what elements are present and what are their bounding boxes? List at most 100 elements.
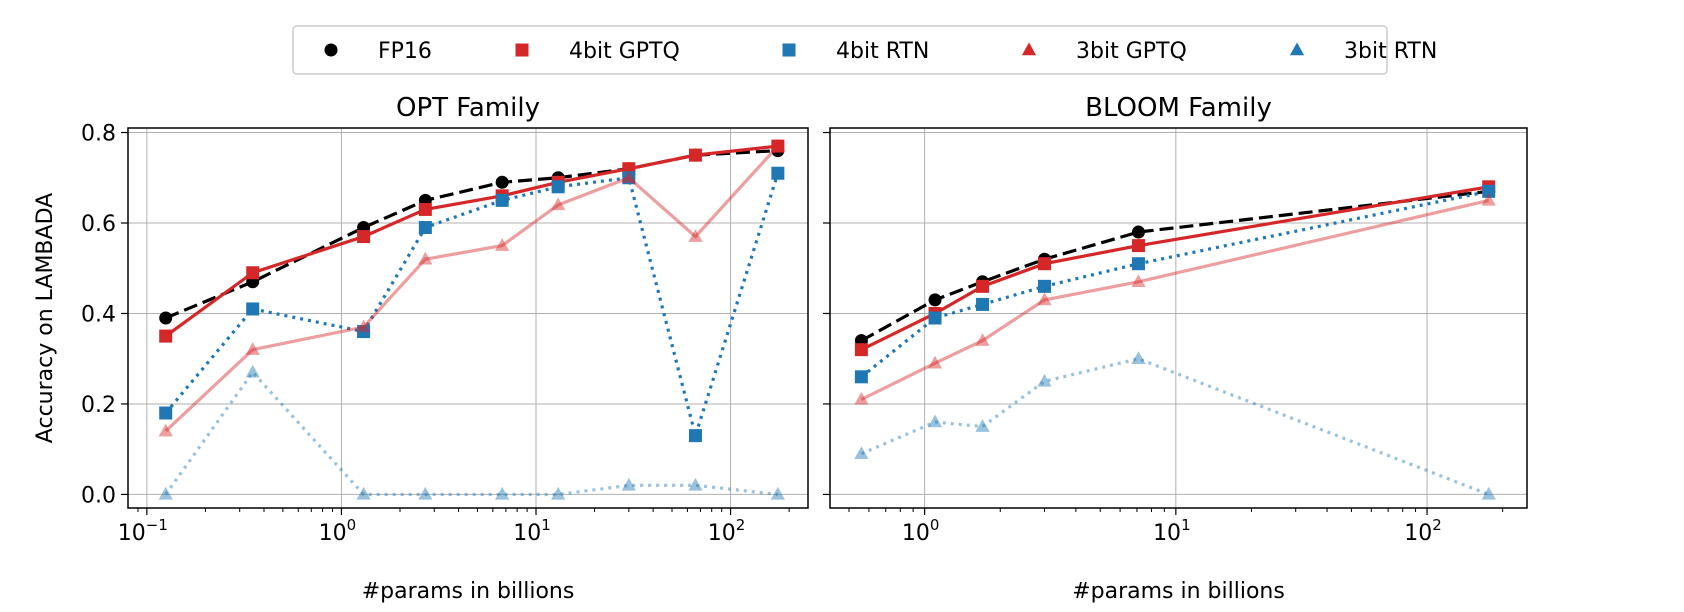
data-point-4bit-rtn bbox=[1037, 279, 1051, 293]
x-tick-label: 100 bbox=[319, 516, 357, 546]
x-tick-label: 102 bbox=[1404, 516, 1442, 546]
data-point-4bit-rtn bbox=[1482, 184, 1496, 198]
legend-marker-4bit-rtn bbox=[782, 43, 796, 57]
x-tick-label: 102 bbox=[708, 516, 746, 546]
data-point-4bit-gptq bbox=[418, 202, 432, 216]
data-point-4bit-rtn bbox=[622, 171, 636, 185]
chart-panel-opt: 10−1 100 101 102 0.0 0.2 0.4 0.6 0.8 OPT Family #p… bbox=[33, 93, 809, 604]
series-fp16 bbox=[854, 184, 1496, 348]
y-tick-label: 0.0 bbox=[81, 483, 116, 508]
legend-entry-4bit-gptq: 4bit GPTQ bbox=[515, 39, 680, 64]
series-line-3bit-rtn bbox=[164, 369, 779, 497]
series-line-4bit-gptq bbox=[860, 185, 1489, 352]
data-point-fp16 bbox=[495, 175, 509, 189]
data-point-4bit-gptq bbox=[771, 139, 785, 153]
data-point-3bit-gptq bbox=[158, 423, 173, 437]
series-4bit-rtn bbox=[854, 184, 1496, 384]
x-tick-label: 100 bbox=[902, 516, 940, 546]
chart-title: OPT Family bbox=[396, 93, 540, 123]
series-4bit-rtn bbox=[159, 166, 785, 443]
data-point-3bit-gptq bbox=[495, 238, 510, 251]
legend-entry-3bit-rtn: 3bit RTN bbox=[1289, 39, 1437, 64]
series-3bit-gptq bbox=[854, 192, 1496, 405]
data-point-3bit-rtn bbox=[551, 486, 566, 500]
y-tick-label: 0.4 bbox=[81, 302, 116, 327]
data-point-3bit-rtn bbox=[1481, 486, 1496, 500]
data-point-3bit-gptq bbox=[418, 251, 433, 265]
data-point-4bit-gptq bbox=[159, 329, 173, 343]
data-point-3bit-rtn bbox=[245, 364, 260, 378]
data-point-3bit-rtn bbox=[1037, 373, 1052, 387]
x-axis-label: #params in billions bbox=[362, 579, 575, 604]
data-point-4bit-gptq bbox=[976, 279, 990, 293]
data-point-3bit-rtn bbox=[975, 419, 990, 432]
legend: FP16 4bit GPTQ 4bit RTN 3bit GPTQ 3bit RTN bbox=[292, 25, 1437, 75]
data-point-4bit-gptq bbox=[688, 148, 702, 162]
data-point-3bit-rtn bbox=[688, 477, 703, 491]
y-tick-label: 0.2 bbox=[81, 393, 116, 418]
legend-entry-fp16: FP16 bbox=[324, 39, 432, 64]
y-tick-label: 0.8 bbox=[81, 122, 116, 147]
data-point-4bit-gptq bbox=[854, 343, 868, 357]
legend-label: 4bit GPTQ bbox=[569, 39, 680, 64]
series-line-4bit-rtn bbox=[860, 189, 1490, 379]
data-point-3bit-rtn bbox=[356, 486, 371, 500]
axis-ticks bbox=[121, 131, 790, 515]
data-point-4bit-gptq bbox=[246, 266, 260, 280]
series-line-fp16 bbox=[165, 149, 778, 320]
data-point-4bit-rtn bbox=[246, 302, 260, 316]
series-3bit-rtn bbox=[854, 351, 1496, 500]
data-point-4bit-gptq bbox=[1131, 239, 1145, 253]
data-point-4bit-rtn bbox=[551, 180, 565, 194]
legend-marker-3bit-gptq bbox=[1021, 42, 1037, 56]
legend-label: 3bit RTN bbox=[1344, 39, 1437, 64]
data-point-4bit-rtn bbox=[159, 406, 173, 420]
data-point-4bit-rtn bbox=[495, 193, 509, 207]
grid-lines bbox=[128, 128, 808, 508]
legend-frame bbox=[292, 25, 1388, 75]
data-point-fp16 bbox=[159, 311, 173, 325]
series-line-3bit-gptq bbox=[164, 145, 780, 433]
data-point-4bit-rtn bbox=[1131, 257, 1145, 271]
series-4bit-gptq bbox=[854, 180, 1496, 357]
data-point-fp16 bbox=[928, 293, 942, 307]
data-point-fp16 bbox=[1131, 225, 1145, 239]
data-point-3bit-rtn bbox=[418, 486, 433, 500]
y-axis-label: Accuracy on LAMBADA bbox=[33, 193, 58, 443]
data-point-3bit-gptq bbox=[927, 355, 943, 369]
data-point-3bit-gptq bbox=[975, 333, 990, 346]
series-line-3bit-gptq bbox=[860, 198, 1490, 401]
x-tick-label: 101 bbox=[513, 516, 551, 546]
y-tick-label: 0.6 bbox=[81, 212, 116, 237]
legend-marker-fp16 bbox=[324, 43, 338, 57]
data-point-3bit-gptq bbox=[770, 138, 785, 152]
x-axis-label: #params in billions bbox=[1072, 579, 1285, 604]
data-point-3bit-gptq bbox=[688, 229, 703, 242]
chart-panel-bloom: 100 101 102 BLOOM Family #params in billions bbox=[823, 93, 1528, 604]
data-point-3bit-rtn bbox=[158, 486, 173, 500]
data-point-4bit-gptq bbox=[1037, 257, 1051, 271]
data-point-3bit-rtn bbox=[495, 486, 510, 500]
data-point-3bit-gptq bbox=[245, 342, 260, 355]
data-point-3bit-gptq bbox=[1037, 292, 1052, 306]
series-line-fp16 bbox=[860, 189, 1489, 343]
data-point-3bit-rtn bbox=[621, 477, 636, 491]
legend-label: 4bit RTN bbox=[836, 39, 929, 64]
legend-entry-3bit-gptq: 3bit GPTQ bbox=[1021, 39, 1187, 64]
data-point-3bit-rtn bbox=[770, 486, 785, 500]
data-point-4bit-gptq bbox=[357, 230, 371, 244]
data-point-3bit-rtn bbox=[854, 446, 869, 459]
legend-label: FP16 bbox=[378, 39, 432, 64]
data-point-3bit-gptq bbox=[551, 197, 566, 211]
data-point-3bit-rtn bbox=[1131, 351, 1146, 364]
data-point-4bit-rtn bbox=[771, 166, 785, 180]
data-point-3bit-gptq bbox=[1481, 192, 1496, 206]
data-point-4bit-rtn bbox=[418, 221, 432, 235]
data-point-4bit-rtn bbox=[854, 370, 868, 384]
x-tick-label: 101 bbox=[1153, 516, 1191, 546]
data-point-3bit-gptq bbox=[356, 319, 371, 333]
x-tick-label: 10−1 bbox=[118, 516, 168, 546]
legend-marker-4bit-gptq bbox=[515, 43, 529, 57]
chart-title: BLOOM Family bbox=[1085, 93, 1272, 123]
